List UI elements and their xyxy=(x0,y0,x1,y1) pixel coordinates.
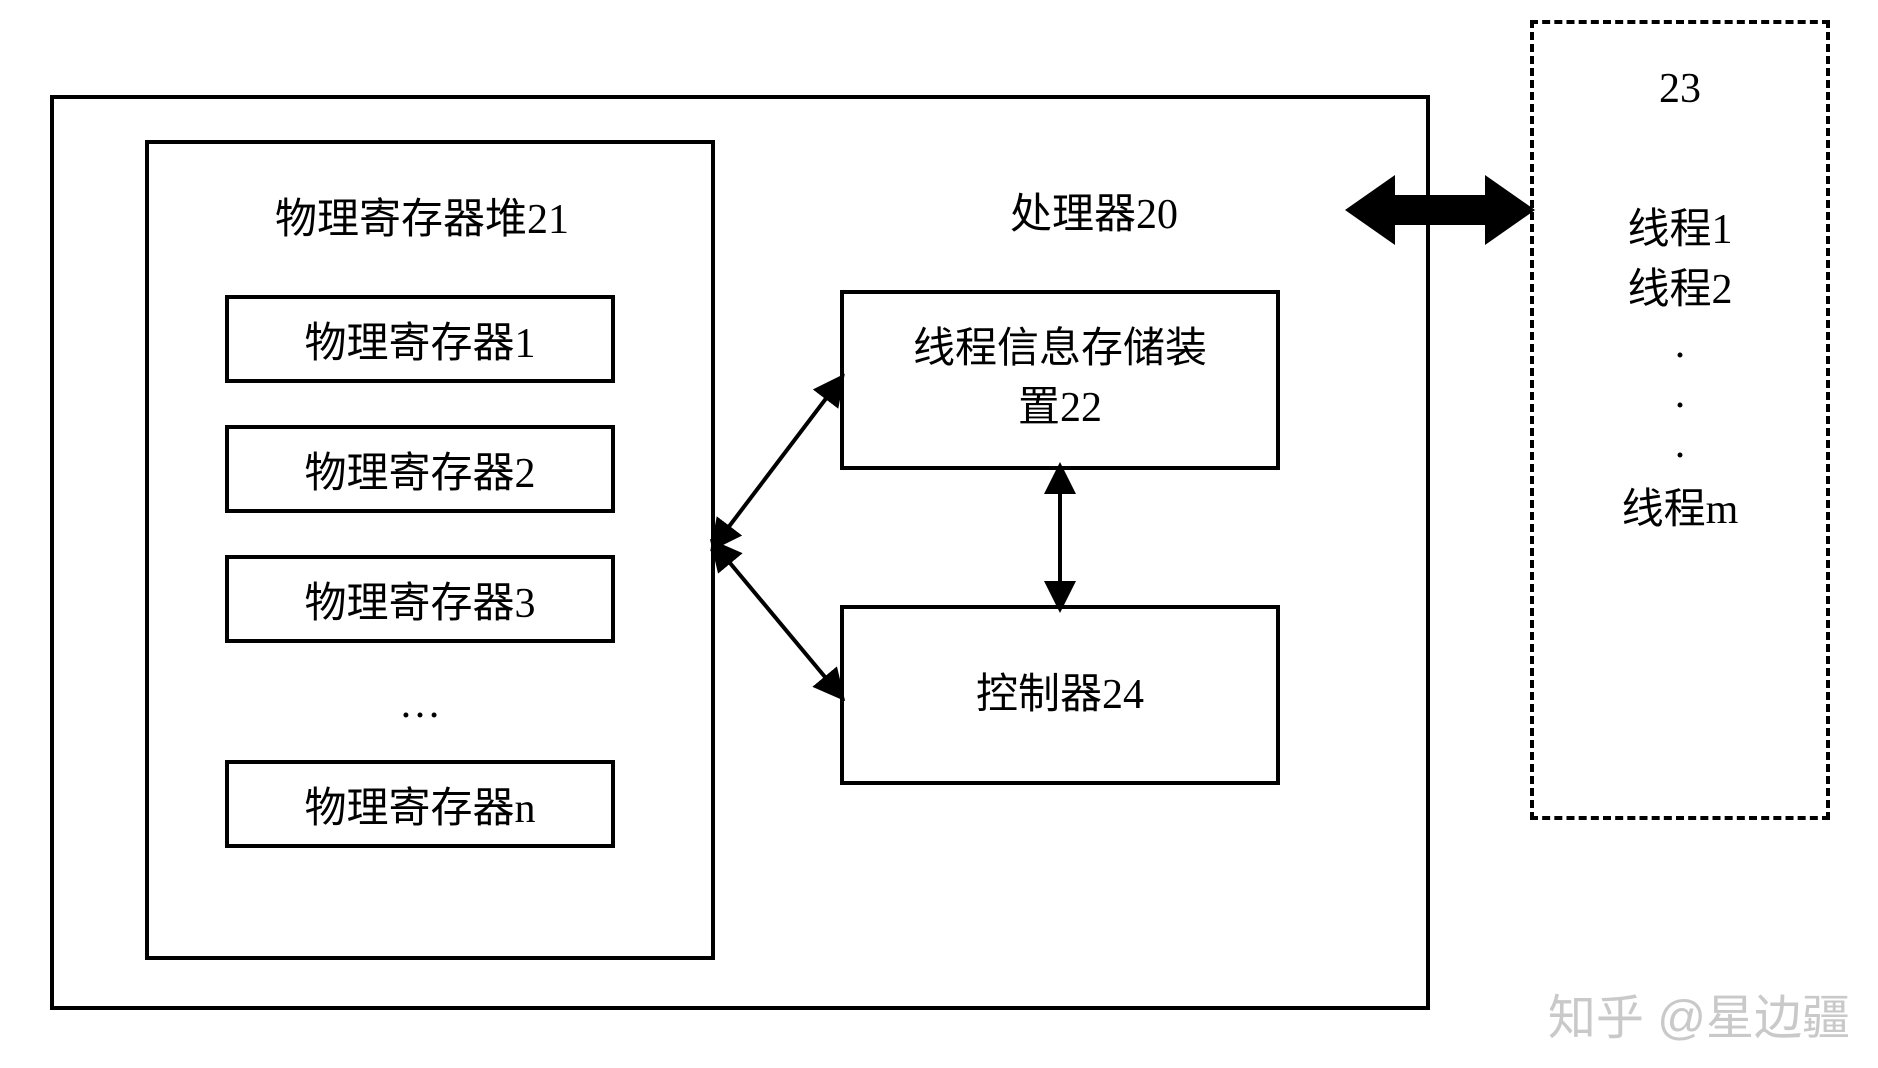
diagram-canvas: 处理器20 物理寄存器堆21 物理寄存器1 物理寄存器2 物理寄存器3 … 物理… xyxy=(0,0,1878,1068)
arrow-processor-threads xyxy=(1345,175,1535,245)
arrow-reg-threadinfo xyxy=(715,380,840,545)
watermark-text: 知乎 @星边疆 xyxy=(1548,978,1850,1048)
arrow-reg-controller xyxy=(715,545,840,695)
arrows-layer xyxy=(0,0,1878,1068)
